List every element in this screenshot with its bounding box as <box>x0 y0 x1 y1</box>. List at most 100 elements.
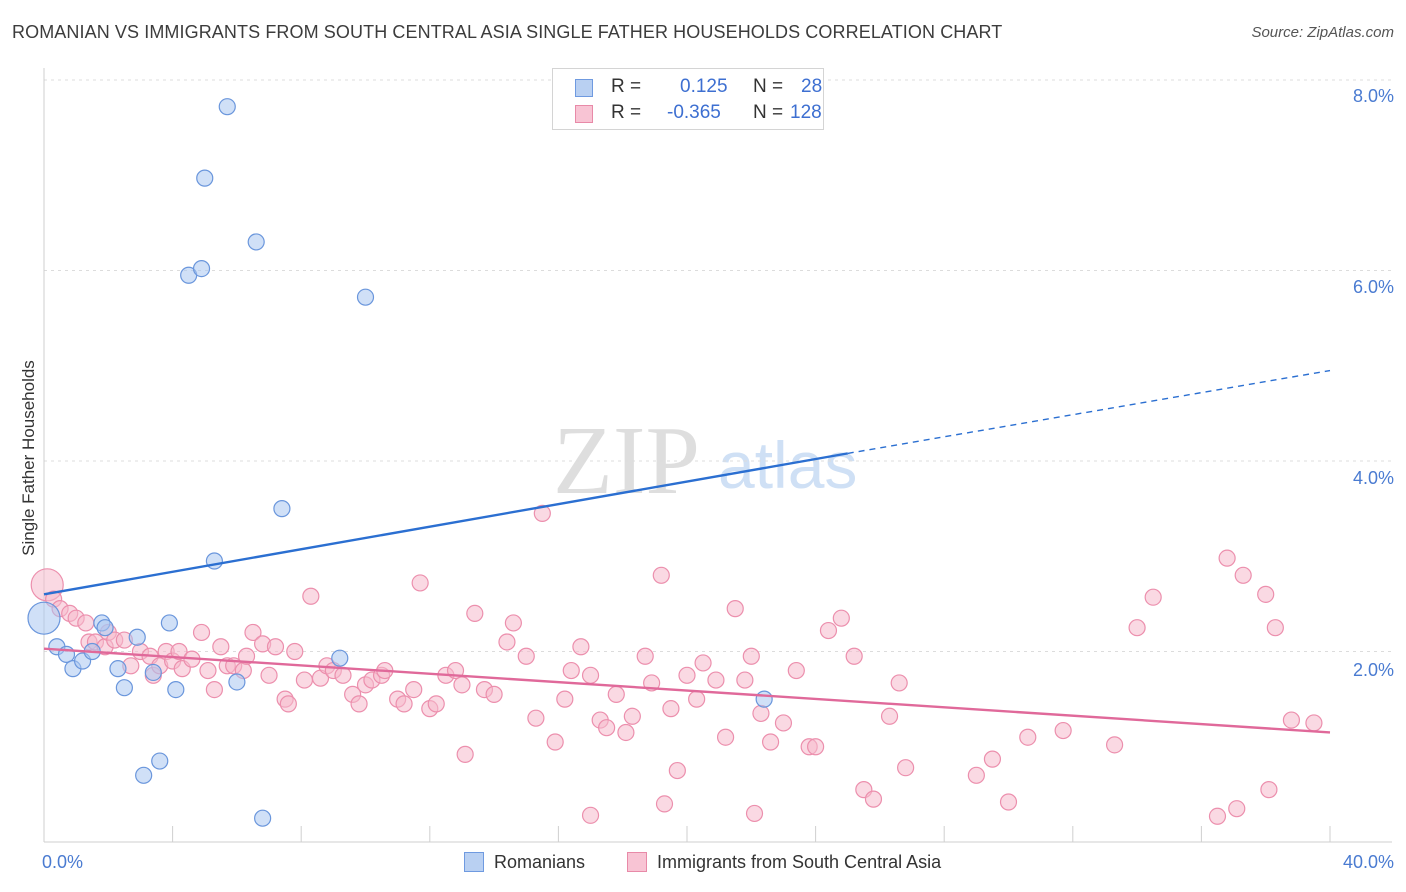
y-tick-label-6: 6.0% <box>1352 277 1394 297</box>
immigrants-point <box>266 638 285 656</box>
immigrants-point <box>212 638 230 656</box>
immigrants-point <box>527 709 545 727</box>
immigrants-point <box>662 700 680 718</box>
immigrants-point <box>688 690 706 708</box>
immigrants-point <box>1105 736 1124 754</box>
immigrants-point <box>983 750 1002 768</box>
immigrants-point <box>598 719 616 737</box>
immigrants-point <box>694 654 712 672</box>
bottom-legend-label-immigrants: Immigrants from South Central Asia <box>657 852 942 872</box>
legend-n-value: 128 <box>790 102 822 123</box>
immigrants-point <box>517 647 535 665</box>
bottom-legend-swatch-romanians <box>464 852 484 872</box>
y-tick-label-8: 8.0% <box>1352 86 1394 106</box>
immigrants-point <box>546 733 564 751</box>
immigrants-point <box>237 647 256 665</box>
immigrants-point <box>286 642 304 661</box>
romanians-point <box>196 169 214 187</box>
romanians-point <box>331 649 349 667</box>
immigrants-point <box>1208 807 1227 825</box>
legend-n-label: N = <box>753 102 784 123</box>
immigrants-point <box>427 695 445 713</box>
romanians-point <box>356 288 375 306</box>
immigrants-point <box>617 723 635 742</box>
immigrants-point <box>636 647 654 665</box>
romanians-point <box>135 766 153 784</box>
y-axis-label: Single Father Households <box>19 360 38 556</box>
romanians-point <box>218 98 236 116</box>
immigrants-point <box>752 704 770 723</box>
immigrants-point <box>456 745 474 763</box>
immigrants-point <box>864 790 883 808</box>
bottom-legend-immigrants: Immigrants from South Central Asia <box>627 852 941 873</box>
bottom-legend-swatch-immigrants <box>627 852 647 872</box>
immigrants-point <box>350 695 368 713</box>
series-immigrants-south-central-asia <box>30 504 1323 825</box>
immigrants-point <box>736 671 754 689</box>
romanians-point <box>247 233 265 251</box>
romanians-trend-line <box>43 452 848 596</box>
immigrants-trend-line <box>43 647 1331 734</box>
immigrants-point <box>819 621 838 640</box>
immigrants-point <box>77 614 95 632</box>
immigrants-point <box>1260 781 1278 799</box>
immigrants-point <box>1218 549 1236 567</box>
x-tick-label-min: 0.0% <box>42 852 84 872</box>
legend-r-label: R = <box>611 102 642 123</box>
romanians-point <box>128 628 146 646</box>
immigrants-point <box>1144 588 1162 606</box>
immigrants-point <box>787 661 805 680</box>
immigrants-point <box>1305 714 1323 732</box>
bottom-legend-romanians: Romanians <box>464 852 585 873</box>
immigrants-point <box>1234 566 1252 584</box>
immigrants-point <box>655 795 674 813</box>
romanians-point <box>167 680 185 699</box>
romanians-point <box>144 663 162 682</box>
y-tick-label-2: 2.0% <box>1352 660 1394 680</box>
immigrants-point <box>678 666 696 684</box>
legend-swatch-immigrants <box>575 105 593 123</box>
immigrants-point <box>1128 619 1146 637</box>
romanians-point <box>109 660 127 678</box>
immigrants-point <box>334 666 352 684</box>
immigrants-point <box>411 574 429 592</box>
immigrants-point <box>405 680 423 699</box>
immigrants-point <box>199 661 217 680</box>
legend-r-label: R = <box>611 76 642 97</box>
immigrants-point <box>774 714 793 732</box>
immigrants-point <box>652 566 670 584</box>
romanians-point <box>273 500 291 518</box>
immigrants-point <box>999 793 1018 811</box>
immigrants-point <box>572 638 590 656</box>
y-tick-label-4: 4.0% <box>1352 468 1394 488</box>
grid-lines <box>44 79 1392 652</box>
immigrants-point <box>668 761 686 780</box>
legend-r-value: -0.365 <box>667 102 721 123</box>
romanians-point <box>192 259 211 278</box>
immigrants-point <box>453 676 471 694</box>
immigrants-point <box>623 707 641 725</box>
romanians-point <box>115 679 133 697</box>
immigrants-point <box>761 733 780 751</box>
immigrants-point <box>1257 585 1275 603</box>
immigrants-point <box>726 600 744 618</box>
bottom-legend-label-romanians: Romanians <box>494 852 586 872</box>
romanians-point <box>755 690 773 708</box>
trend-lines <box>43 369 1331 734</box>
romanians-point <box>228 673 246 691</box>
immigrants-point <box>707 671 725 689</box>
immigrants-point <box>244 623 262 642</box>
immigrants-point <box>466 604 484 623</box>
immigrants-point <box>302 587 320 605</box>
chart-title: ROMANIAN VS IMMIGRANTS FROM SOUTH CENTRA… <box>12 22 1003 42</box>
immigrants-point <box>170 642 188 661</box>
immigrants-point <box>279 695 297 713</box>
immigrants-point <box>485 685 503 703</box>
immigrants-point <box>716 728 735 746</box>
immigrants-point <box>581 806 600 824</box>
source-label: Source: ZipAtlas.com <box>1251 24 1394 41</box>
immigrants-point <box>742 647 760 665</box>
immigrants-point <box>295 671 314 689</box>
immigrants-point <box>205 680 223 699</box>
